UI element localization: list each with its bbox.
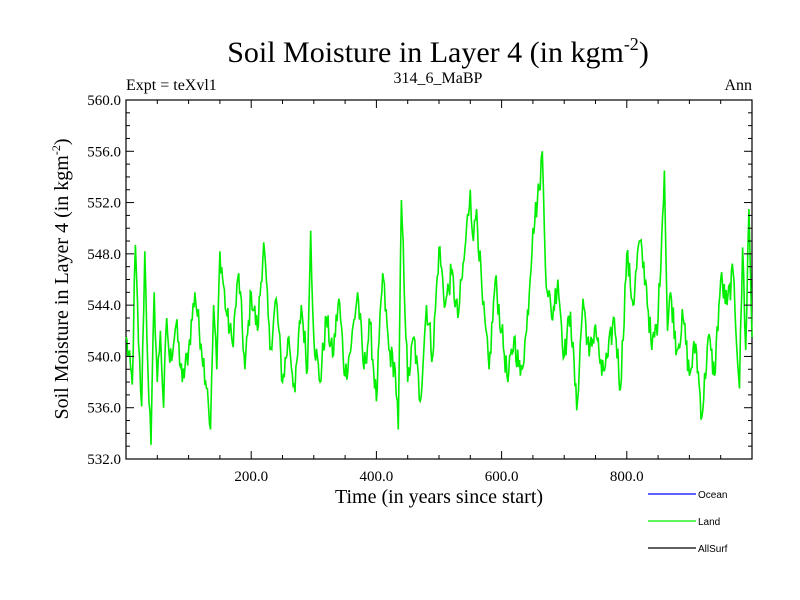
y-tick-label: 544.0 [87, 298, 121, 314]
plot-frame [125, 99, 753, 460]
y-tick-label: 548.0 [87, 247, 121, 263]
y-tick-label: 540.0 [87, 349, 121, 365]
chart-title: Soil Moisture in Layer 4 (in kgm-2) [227, 34, 649, 69]
x-axis-label: Time (in years since start) [335, 486, 543, 508]
season-label: Ann [724, 77, 752, 94]
legend-label-allsurf: AllSurf [698, 544, 728, 555]
x-tick-label: 200.0 [234, 469, 268, 485]
experiment-label: Expt = teXvl1 [126, 77, 217, 94]
series-line-land [125, 151, 753, 445]
y-tick-label: 552.0 [87, 196, 121, 212]
y-tick-label: 560.0 [87, 93, 121, 109]
y-tick-label: 532.0 [87, 452, 121, 468]
legend-label-ocean: Ocean [698, 490, 727, 501]
chart-title-superscript: -2 [624, 34, 639, 54]
y-tick-label: 536.0 [87, 401, 121, 417]
series-layer [125, 151, 753, 445]
y-axis-label-superscript: -2 [49, 145, 63, 155]
y-tick-label: 556.0 [87, 144, 121, 160]
x-tick-label: 600.0 [485, 469, 519, 485]
x-tick-label: 800.0 [610, 469, 644, 485]
period-label: 314_6_MaBP [394, 70, 483, 87]
y-axis-label: Soil Moisture in Layer 4 (in kgm-2) [49, 138, 73, 419]
legend-label-land: Land [698, 517, 720, 528]
legend: Ocean Land AllSurf [648, 490, 728, 555]
x-tick-label: 400.0 [360, 469, 394, 485]
tick-layer: 200.0 400.0 600.0 800.0 532.0 536.0 540.0 544.0… [87, 93, 752, 485]
